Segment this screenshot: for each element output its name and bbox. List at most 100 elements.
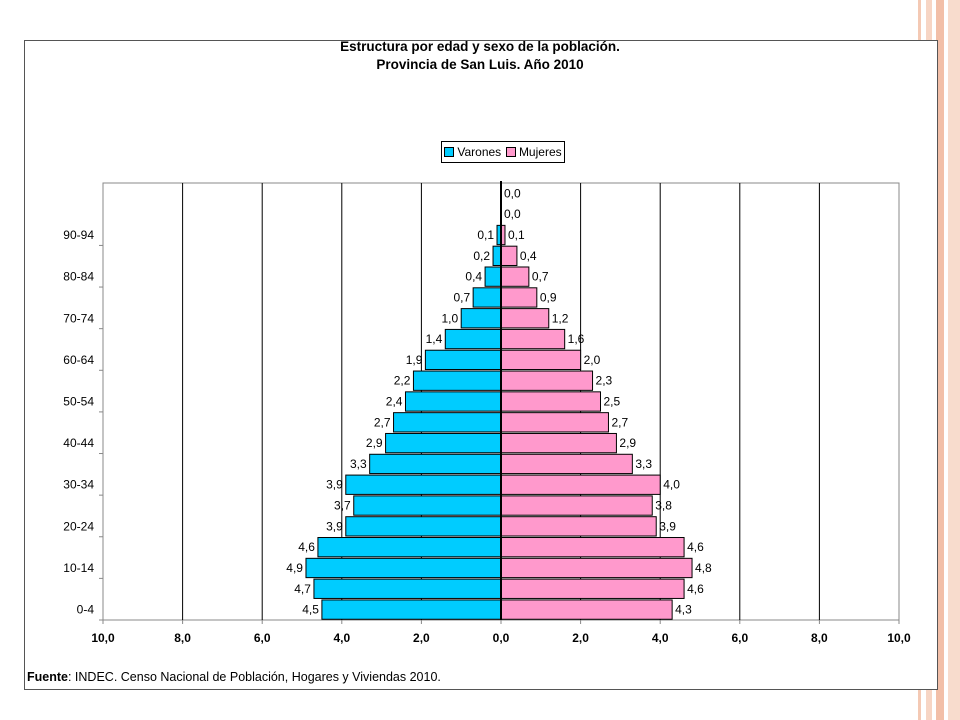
data-label-mujeres-40-44: 2,9 [619, 436, 636, 450]
data-label-varones-75-79: 0,7 [453, 290, 470, 304]
bar-varones-10-14 [305, 557, 502, 579]
x-tick-label: 10,0 [91, 631, 115, 645]
data-label-mujeres-85-89: 0,4 [520, 249, 537, 263]
data-label-varones-5-9: 4,7 [294, 582, 311, 596]
y-tick-label: 70-74 [63, 311, 94, 325]
bar-mujeres-10-14 [500, 557, 693, 579]
bar-varones-80-84 [484, 266, 502, 287]
bar-mujeres-30-34 [500, 474, 661, 495]
data-label-mujeres-45-49: 2,7 [611, 415, 628, 429]
legend-item-mujeres: Mujeres [505, 145, 562, 159]
x-tick-label: 8,0 [811, 631, 828, 645]
bar-mujeres-5-9 [500, 578, 685, 599]
bar-varones-30-34 [345, 474, 502, 495]
bar-varones-65-69 [444, 328, 502, 350]
data-label-varones-55-59: 2,2 [394, 374, 411, 388]
data-label-varones-20-24: 3,9 [326, 519, 343, 533]
bar-mujeres-50-54 [500, 391, 601, 412]
bar-mujeres-75-79 [500, 287, 538, 308]
legend-swatch-mujeres [505, 147, 516, 157]
legend-swatch-varones [444, 147, 455, 157]
bar-varones-0-4 [321, 599, 502, 620]
data-label-varones-30-34: 3,9 [326, 478, 343, 492]
bar-varones-5-9 [313, 578, 502, 599]
bar-mujeres-0-4 [500, 599, 673, 620]
data-label-mujeres-20-24: 3,9 [659, 519, 676, 533]
x-tick-label: 0,0 [493, 631, 510, 645]
data-label-varones-50-54: 2,4 [386, 395, 403, 409]
legend-label-mujeres: Mujeres [518, 145, 562, 159]
slide-decoration-stripe [936, 0, 944, 720]
data-label-mujeres-55-59: 2,3 [596, 374, 613, 388]
data-label-mujeres-75-79: 0,9 [540, 290, 557, 304]
chart-title-line2: Provincia de San Luis. Año 2010 [376, 57, 584, 72]
data-label-mujeres-65-69: 1,6 [568, 332, 585, 346]
bar-varones-75-79 [472, 287, 502, 308]
y-tick-label: 90-94 [63, 228, 94, 242]
chart-legend: Varones Mujeres [441, 141, 565, 163]
data-label-mujeres-50-54: 2,5 [604, 395, 621, 409]
data-label-varones-45-49: 2,7 [374, 415, 391, 429]
data-label-varones-40-44: 2,9 [366, 436, 383, 450]
bar-varones-50-54 [404, 391, 502, 412]
x-tick-label: 4,0 [333, 631, 350, 645]
bar-mujeres-15-19 [500, 537, 685, 558]
x-tick-label: 2,0 [413, 631, 430, 645]
y-tick-label: 10-14 [63, 561, 94, 575]
x-tick-label: 6,0 [254, 631, 271, 645]
bar-varones-70-74 [460, 308, 502, 329]
bar-mujeres-35-39 [500, 453, 633, 475]
data-label-varones-10-14: 4,9 [286, 561, 303, 575]
data-label-varones-15-19: 4,6 [298, 540, 315, 554]
bar-mujeres-20-24 [500, 516, 657, 537]
data-label-mujeres-90-94: 0,1 [508, 228, 525, 242]
data-label-varones-25-29: 3,7 [334, 499, 351, 513]
chart-title: Estructura por edad y sexo de la poblaci… [0, 38, 960, 74]
data-label-varones-90-94: 0,1 [477, 228, 494, 242]
data-label-mujeres-35-39: 3,3 [635, 457, 652, 471]
data-label-varones-35-39: 3,3 [350, 457, 367, 471]
y-tick-label: 80-84 [63, 270, 94, 284]
data-label-mujeres-30-34: 4,0 [663, 478, 680, 492]
data-label-varones-70-74: 1,0 [442, 311, 459, 325]
data-label-varones-0-4: 4,5 [302, 603, 319, 617]
data-label-varones-60-64: 1,9 [406, 353, 423, 367]
data-label-mujeres-0-4: 4,3 [675, 603, 692, 617]
x-tick-label: 6,0 [731, 631, 748, 645]
source-text: : INDEC. Censo Nacional de Población, Ho… [67, 670, 441, 684]
x-tick-label: 10,0 [887, 631, 911, 645]
legend-label-varones: Varones [457, 145, 502, 159]
data-label-varones-80-84: 0,4 [465, 270, 482, 284]
x-tick-label: 4,0 [652, 631, 669, 645]
bar-mujeres-40-44 [500, 432, 617, 454]
data-label-mujeres-70-74: 1,2 [552, 311, 569, 325]
bar-mujeres-85-89 [500, 245, 518, 266]
bar-varones-55-59 [412, 370, 502, 391]
bar-mujeres-65-69 [500, 328, 566, 350]
bar-mujeres-45-49 [500, 412, 609, 433]
bar-mujeres-55-59 [500, 370, 594, 391]
data-label-mujeres-100+: 0,0 [504, 186, 521, 200]
bar-mujeres-70-74 [500, 308, 550, 329]
x-tick-label: 8,0 [174, 631, 191, 645]
bar-mujeres-25-29 [500, 495, 653, 516]
bar-mujeres-60-64 [500, 349, 582, 371]
x-tick-label: 2,0 [572, 631, 589, 645]
data-label-mujeres-5-9: 4,6 [687, 582, 704, 596]
data-label-mujeres-60-64: 2,0 [584, 353, 601, 367]
y-tick-label: 20-24 [63, 519, 94, 533]
source-note: Fuente: INDEC. Censo Nacional de Poblaci… [27, 670, 441, 684]
data-label-mujeres-80-84: 0,7 [532, 270, 549, 284]
data-label-varones-65-69: 1,4 [426, 332, 443, 346]
bar-mujeres-80-84 [500, 266, 530, 287]
data-label-varones-85-89: 0,2 [473, 249, 490, 263]
bar-varones-45-49 [393, 412, 502, 433]
bar-varones-15-19 [317, 537, 502, 558]
data-label-mujeres-15-19: 4,6 [687, 540, 704, 554]
data-label-mujeres-25-29: 3,8 [655, 499, 672, 513]
source-label: Fuente [27, 670, 68, 684]
bar-varones-85-89 [492, 245, 502, 266]
y-tick-label: 60-64 [63, 353, 94, 367]
data-label-mujeres-10-14: 4,8 [695, 561, 712, 575]
